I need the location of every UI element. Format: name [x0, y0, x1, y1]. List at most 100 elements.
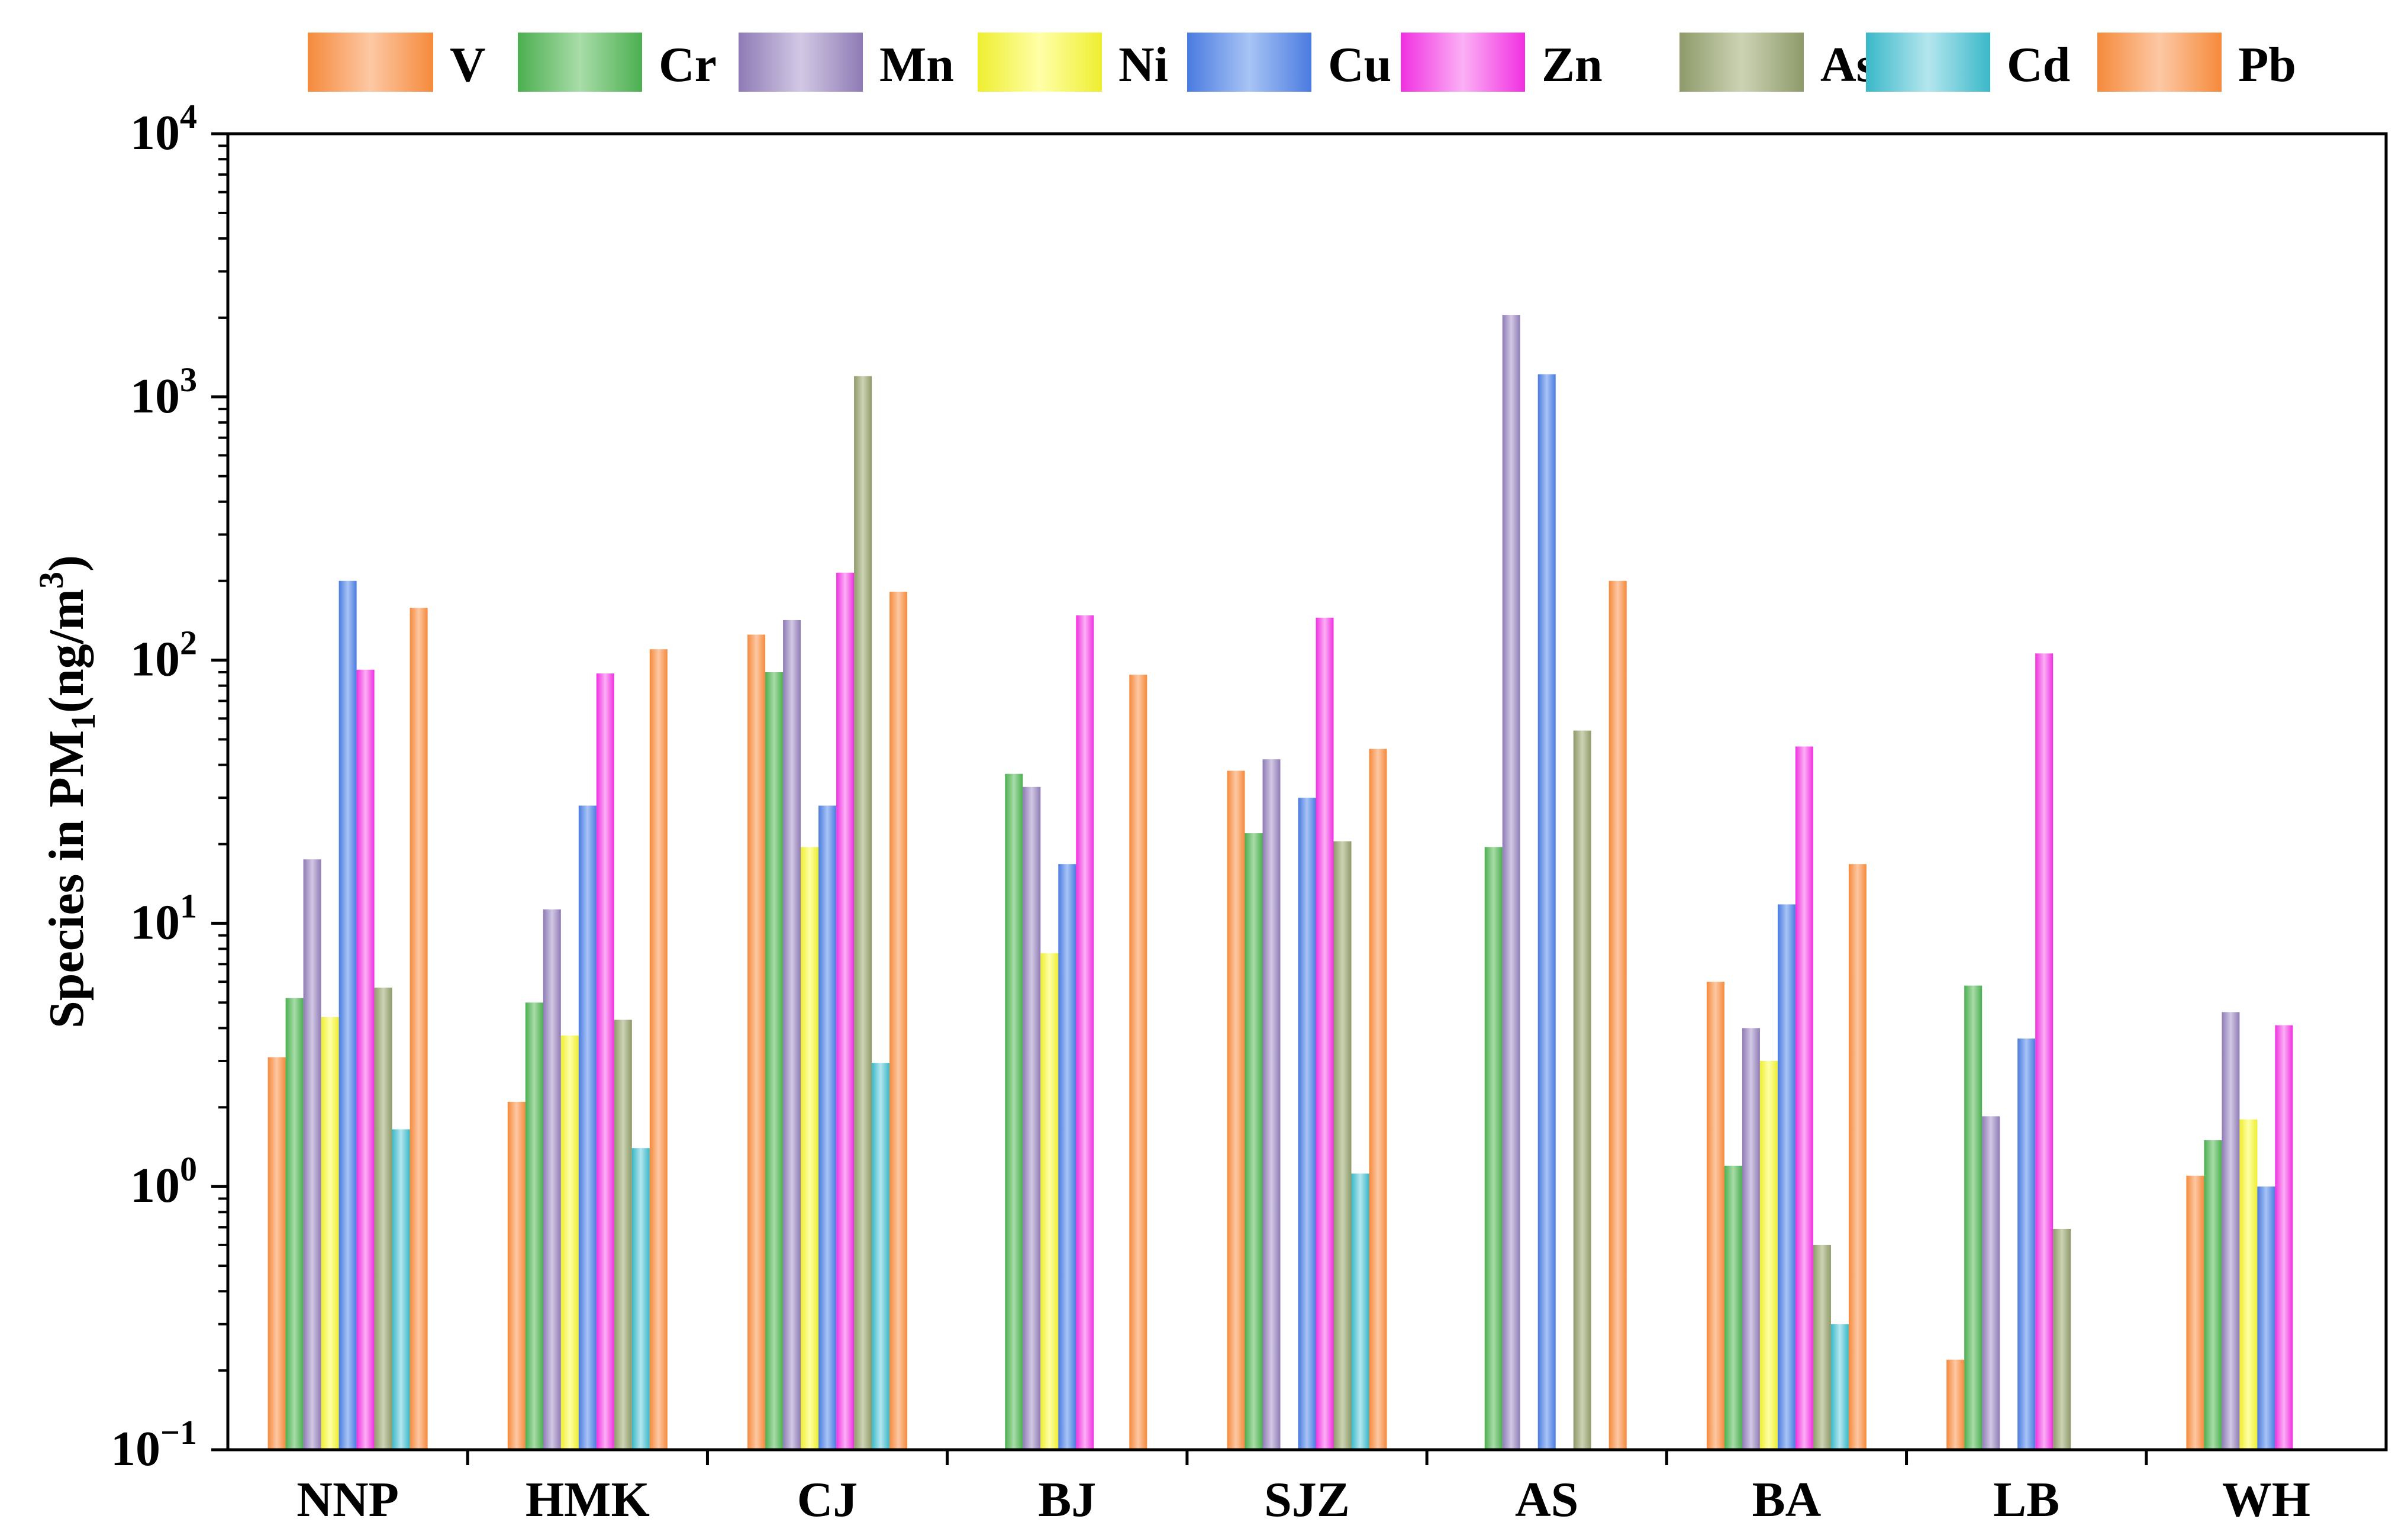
bars — [267, 315, 2293, 1450]
bar-nnp-zn — [356, 669, 375, 1450]
x-axis-ticks: NNP HMK CJ BJ SJZ AS BA LB WH — [296, 1450, 2310, 1527]
bar-sjz-zn — [1316, 617, 1334, 1450]
legend-label-cr: Cr — [659, 37, 717, 92]
bar-nnp-cd — [392, 1129, 410, 1450]
bar-lb-zn — [2035, 653, 2054, 1450]
bar-nnp-cr — [285, 998, 304, 1450]
bar-wh-v — [2186, 1175, 2204, 1450]
y-axis-title-unit-open: (ng/m — [39, 589, 94, 713]
y-tick-label: 104 — [130, 97, 197, 160]
bar-lb-mn — [1982, 1116, 2000, 1450]
legend-label-cd: Cd — [2007, 37, 2070, 92]
plot-area: 10−1 100 101 102 103 104 NNP HMK CJ BJ SJZ AS BA LB W… — [111, 97, 2388, 1527]
bar-nnp-as — [374, 988, 392, 1450]
bar-lb-cu — [2017, 1038, 2036, 1450]
bar-hmk-pb — [649, 649, 668, 1450]
bar-hmk-cr — [525, 1002, 543, 1450]
bar-bj-mn — [1023, 786, 1041, 1450]
bar-nnp-v — [267, 1057, 286, 1450]
bar-hmk-ni — [560, 1035, 579, 1450]
bar-wh-mn — [2222, 1012, 2240, 1450]
y-tick-label: 102 — [130, 624, 197, 687]
bar-bj-zn — [1076, 615, 1094, 1450]
bar-ba-cr — [1724, 1166, 1742, 1450]
bar-as-cu — [1537, 374, 1556, 1450]
x-tick-label-bj: BJ — [1038, 1472, 1096, 1527]
bar-nnp-pb — [410, 608, 428, 1450]
x-tick-label-hmk: HMK — [526, 1472, 650, 1527]
bar-hmk-zn — [596, 673, 614, 1450]
bar-cj-ni — [801, 847, 819, 1450]
bar-wh-ni — [2239, 1119, 2258, 1450]
bar-bj-ni — [1040, 953, 1059, 1450]
legend-swatch-v — [308, 33, 433, 92]
bar-hmk-cu — [578, 805, 597, 1450]
legend-label-cu: Cu — [1328, 37, 1391, 92]
y-axis-title-subscript: 1 — [64, 713, 102, 730]
legend-swatch-cd — [1866, 33, 1990, 92]
y-tick-label: 103 — [130, 360, 197, 424]
bar-sjz-v — [1227, 770, 1245, 1450]
bar-cj-v — [747, 634, 766, 1450]
bar-as-mn — [1502, 315, 1520, 1450]
bar-cj-cu — [818, 805, 837, 1450]
x-tick-label-lb: LB — [1993, 1472, 2059, 1527]
legend-swatch-mn — [739, 33, 863, 92]
bar-ba-ni — [1759, 1061, 1778, 1450]
bar-hmk-mn — [543, 909, 561, 1450]
y-axis-title-unit-close: ) — [39, 555, 94, 572]
bar-sjz-mn — [1262, 759, 1281, 1450]
bar-wh-cu — [2257, 1186, 2275, 1450]
bar-bj-cu — [1058, 864, 1076, 1450]
bar-wh-zn — [2275, 1025, 2293, 1450]
bar-bj-pb — [1129, 675, 1147, 1450]
bar-as-pb — [1608, 580, 1627, 1450]
legend: V Cr Mn Ni Cu Zn As Cd Pb — [308, 33, 2296, 92]
bar-hmk-v — [507, 1101, 526, 1450]
bar-ba-as — [1813, 1244, 1831, 1450]
legend-swatch-cr — [518, 33, 642, 92]
bar-as-cr — [1484, 847, 1503, 1450]
y-axis-title-superscript: 3 — [32, 572, 70, 589]
bar-ba-zn — [1795, 746, 1813, 1450]
legend-label-zn: Zn — [1542, 37, 1603, 92]
bar-sjz-pb — [1369, 749, 1387, 1450]
bar-hmk-cd — [631, 1148, 650, 1450]
bar-wh-cr — [2204, 1140, 2222, 1450]
legend-label-pb: Pb — [2238, 37, 2296, 92]
y-tick-label: 100 — [130, 1150, 197, 1213]
y-axis-title: Species in PM1(ng/m3) — [32, 555, 102, 1028]
x-tick-label-wh: WH — [2222, 1472, 2310, 1527]
bar-nnp-ni — [321, 1017, 339, 1450]
bar-ba-mn — [1742, 1028, 1760, 1450]
legend-swatch-ni — [978, 33, 1102, 92]
x-tick-label-cj: CJ — [797, 1472, 858, 1527]
legend-swatch-pb — [2097, 33, 2222, 92]
y-axis-title-prefix: Species in PM — [39, 730, 94, 1028]
y-tick-label: 101 — [130, 886, 197, 950]
bar-lb-as — [2053, 1228, 2071, 1450]
legend-label-v: V — [450, 37, 486, 92]
bar-cj-as — [854, 376, 872, 1450]
x-tick-label-sjz: SJZ — [1264, 1472, 1350, 1527]
bar-cj-pb — [889, 591, 908, 1450]
x-tick-label-as: AS — [1515, 1472, 1578, 1527]
bar-sjz-cu — [1298, 798, 1316, 1450]
bar-ba-pb — [1848, 864, 1867, 1450]
legend-label-mn: Mn — [879, 37, 954, 92]
bar-lb-cr — [1964, 985, 1983, 1450]
legend-swatch-zn — [1401, 33, 1525, 92]
bar-lb-v — [1946, 1359, 1965, 1450]
bar-ba-cu — [1777, 904, 1795, 1450]
bar-ba-cd — [1830, 1324, 1849, 1450]
bar-bj-cr — [1005, 773, 1023, 1450]
legend-label-ni: Ni — [1118, 37, 1168, 92]
bar-sjz-as — [1333, 841, 1352, 1450]
bar-sjz-cr — [1245, 833, 1263, 1450]
x-tick-label-nnp: NNP — [296, 1472, 399, 1527]
x-tick-label-ba: BA — [1752, 1472, 1822, 1527]
bar-nnp-cu — [339, 580, 357, 1450]
bar-as-as — [1573, 730, 1591, 1450]
bar-sjz-cd — [1351, 1173, 1369, 1450]
